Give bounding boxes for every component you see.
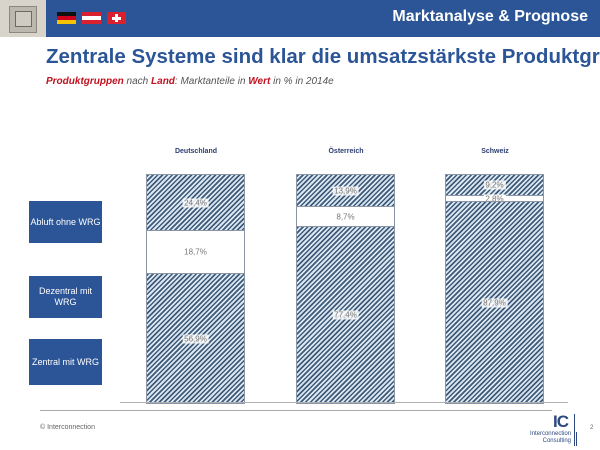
bar-deutschland: 24,4% 18,7% 56,9% xyxy=(146,174,245,404)
subtitle-text: in % in 2014e xyxy=(270,76,334,87)
logo-line2: Consulting xyxy=(542,438,571,444)
value-label: 2,8% xyxy=(483,194,506,203)
header-title: Marktanalyse & Prognose xyxy=(392,8,588,25)
value-label: 9,2% xyxy=(483,180,506,190)
value-label: 87,9% xyxy=(481,298,508,307)
footer-divider xyxy=(40,410,552,411)
subtitle-text: : Marktanteile in xyxy=(174,76,249,87)
segment-zentral: 77,4% xyxy=(296,226,395,404)
bar-schweiz: 9,2% 2,8% 87,9% xyxy=(445,174,544,404)
country-label-oesterreich: Österreich xyxy=(328,148,364,155)
legend-zentral: Zentral mit WRG xyxy=(29,339,102,385)
bar-oesterreich: 13,9% 8,7% 77,4% xyxy=(296,174,395,404)
logo-line1: Interconnection xyxy=(529,431,571,437)
chart-baseline xyxy=(120,402,568,403)
subtitle-highlight: Wert xyxy=(248,76,271,87)
country-label-schweiz: Schweiz xyxy=(481,148,509,155)
subtitle-text: nach xyxy=(123,76,152,87)
legend-abluft: Abluft ohne WRG xyxy=(29,201,102,243)
value-label: 24,4% xyxy=(182,198,209,207)
segment-zentral: 56,9% xyxy=(146,273,245,404)
slide-title: Zentrale Systeme sind klar die umsatzstä… xyxy=(46,45,600,68)
segment-abluft: 24,4% xyxy=(146,174,245,231)
segment-dezentral: 8,7% xyxy=(296,206,395,227)
segment-zentral: 87,9% xyxy=(445,201,544,404)
logo-letters: IC xyxy=(553,412,569,431)
value-label: 13,9% xyxy=(332,186,359,195)
value-label: 8,7% xyxy=(334,212,357,221)
value-label: 56,9% xyxy=(182,334,209,343)
copyright-text: © Interconnection xyxy=(40,424,95,431)
value-label: 18,7% xyxy=(182,247,209,257)
header-bar: Marktanalyse & Prognose xyxy=(0,0,600,37)
country-label-deutschland: Deutschland xyxy=(174,148,217,155)
segment-abluft: 13,9% xyxy=(296,174,395,207)
germany-flag-icon xyxy=(57,12,76,24)
switzerland-flag-icon xyxy=(107,12,126,24)
subtitle-highlight: Land xyxy=(151,76,175,87)
austria-flag-icon xyxy=(82,12,101,24)
segment-dezentral: 18,7% xyxy=(146,230,245,274)
value-label: 77,4% xyxy=(332,310,359,320)
slide-subtitle: Produktgruppen nach Land: Marktanteile i… xyxy=(46,76,334,87)
legend-dezentral: Dezentral mit WRG xyxy=(29,276,102,318)
page-number: 2 xyxy=(590,425,594,431)
company-logo: IC Interconnection Consulting xyxy=(510,412,580,448)
app-logo-icon xyxy=(0,0,46,37)
subtitle-highlight: Produktgruppen xyxy=(46,76,124,87)
segment-abluft: 9,2% xyxy=(445,174,544,196)
